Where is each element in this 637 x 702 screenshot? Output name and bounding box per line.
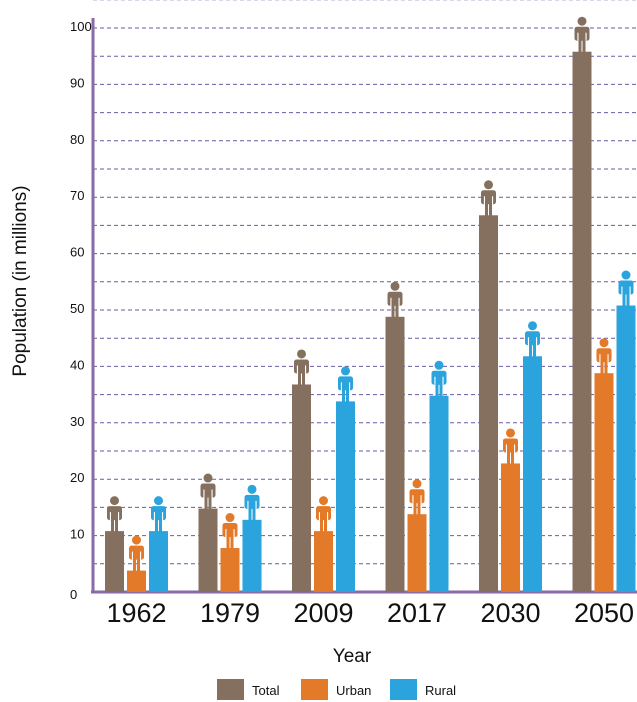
y-tick-label: 100 <box>70 19 92 34</box>
bar-rural-2009 <box>336 366 355 592</box>
y-tick-label: 60 <box>70 245 84 260</box>
person-icon <box>525 321 540 358</box>
bar-rect <box>572 51 592 593</box>
bar-rect <box>242 519 262 592</box>
bar-total-2009 <box>292 349 311 592</box>
bar-rect <box>523 356 542 592</box>
bar-rect <box>616 305 636 592</box>
bar-rural-2050 <box>616 270 636 592</box>
person-icon <box>596 338 612 375</box>
legend-item-total: Total <box>217 679 280 700</box>
bar-rect <box>127 570 146 592</box>
bar-rect <box>479 215 498 592</box>
legend-item-rural: Rural <box>390 679 456 700</box>
bar-rural-1979 <box>242 484 262 592</box>
person-icon <box>200 473 216 510</box>
y-tick-label: 30 <box>70 414 84 429</box>
person-icon <box>409 479 425 516</box>
bar-urban-2030 <box>501 428 520 592</box>
y-tick-label: 10 <box>70 527 84 542</box>
bar-total-2030 <box>479 180 498 592</box>
bar-rural-2017 <box>429 360 449 592</box>
bar-rural-1962 <box>149 496 168 592</box>
bar-rect <box>292 384 311 592</box>
bar-rural-2030 <box>523 321 542 592</box>
y-tick-label: 40 <box>70 357 84 372</box>
y-axis-title: Population (in millions) <box>10 185 31 376</box>
y-tick-label: 90 <box>70 75 84 90</box>
bar-rect <box>149 531 168 592</box>
legend-swatch <box>217 679 244 700</box>
legend-swatch <box>301 679 328 700</box>
bar-rect <box>220 548 240 592</box>
bar-total-2050 <box>572 16 592 593</box>
person-icon <box>338 366 353 403</box>
legend-swatch <box>390 679 417 700</box>
person-icon <box>294 349 309 386</box>
y-tick-label: 50 <box>70 301 84 316</box>
y-tick-labels: 0 10 20 30 40 50 60 70 80 90 100 <box>70 19 92 602</box>
legend-item-urban: Urban <box>301 679 371 700</box>
person-icon <box>151 496 166 533</box>
bar-rect <box>407 514 427 592</box>
bar-urban-2009 <box>314 496 333 592</box>
person-icon <box>481 180 496 217</box>
bar-urban-1962 <box>127 535 146 592</box>
bar-rect <box>336 401 355 592</box>
legend-label: Urban <box>336 683 371 698</box>
bar-rect <box>314 531 333 592</box>
person-icon <box>222 513 238 550</box>
bar-total-1962 <box>105 496 124 592</box>
x-tick-label: 2030 <box>480 598 540 628</box>
person-icon <box>387 281 403 318</box>
bar-rect <box>385 316 405 592</box>
y-tick-label: 20 <box>70 470 84 485</box>
bar-total-1979 <box>198 473 218 592</box>
bar-rect <box>429 395 449 592</box>
bar-rect <box>501 463 520 592</box>
person-icon <box>129 535 144 572</box>
bar-total-2017 <box>385 281 405 592</box>
person-icon <box>316 496 331 533</box>
bar-rect <box>594 373 614 592</box>
legend: Total Urban Rural <box>217 679 456 700</box>
bar-urban-2017 <box>407 479 427 592</box>
legend-label: Rural <box>425 683 456 698</box>
bar-rect <box>105 531 124 592</box>
person-icon <box>244 484 260 521</box>
person-icon <box>107 496 122 533</box>
bar-urban-2050 <box>594 338 614 592</box>
y-tick-label: 70 <box>70 188 84 203</box>
gridlines <box>93 0 637 565</box>
x-tick-label: 2009 <box>293 598 353 628</box>
x-tick-label: 2050 <box>574 598 634 628</box>
person-icon <box>503 428 518 465</box>
legend-label: Total <box>252 683 280 698</box>
x-tick-labels: 1962 1979 2009 2017 2030 2050 <box>106 598 634 628</box>
y-tick-label: 0 <box>70 587 77 602</box>
bar-urban-1979 <box>220 513 240 592</box>
bar-rect <box>198 508 218 592</box>
y-tick-label: 80 <box>70 132 84 147</box>
x-tick-label: 1979 <box>200 598 260 628</box>
person-icon <box>574 16 590 53</box>
x-tick-label: 2017 <box>387 598 447 628</box>
x-axis-title: Year <box>333 646 372 667</box>
person-icon <box>618 270 634 307</box>
person-icon <box>431 360 447 397</box>
bars <box>105 16 636 593</box>
x-tick-label: 1962 <box>106 598 166 628</box>
